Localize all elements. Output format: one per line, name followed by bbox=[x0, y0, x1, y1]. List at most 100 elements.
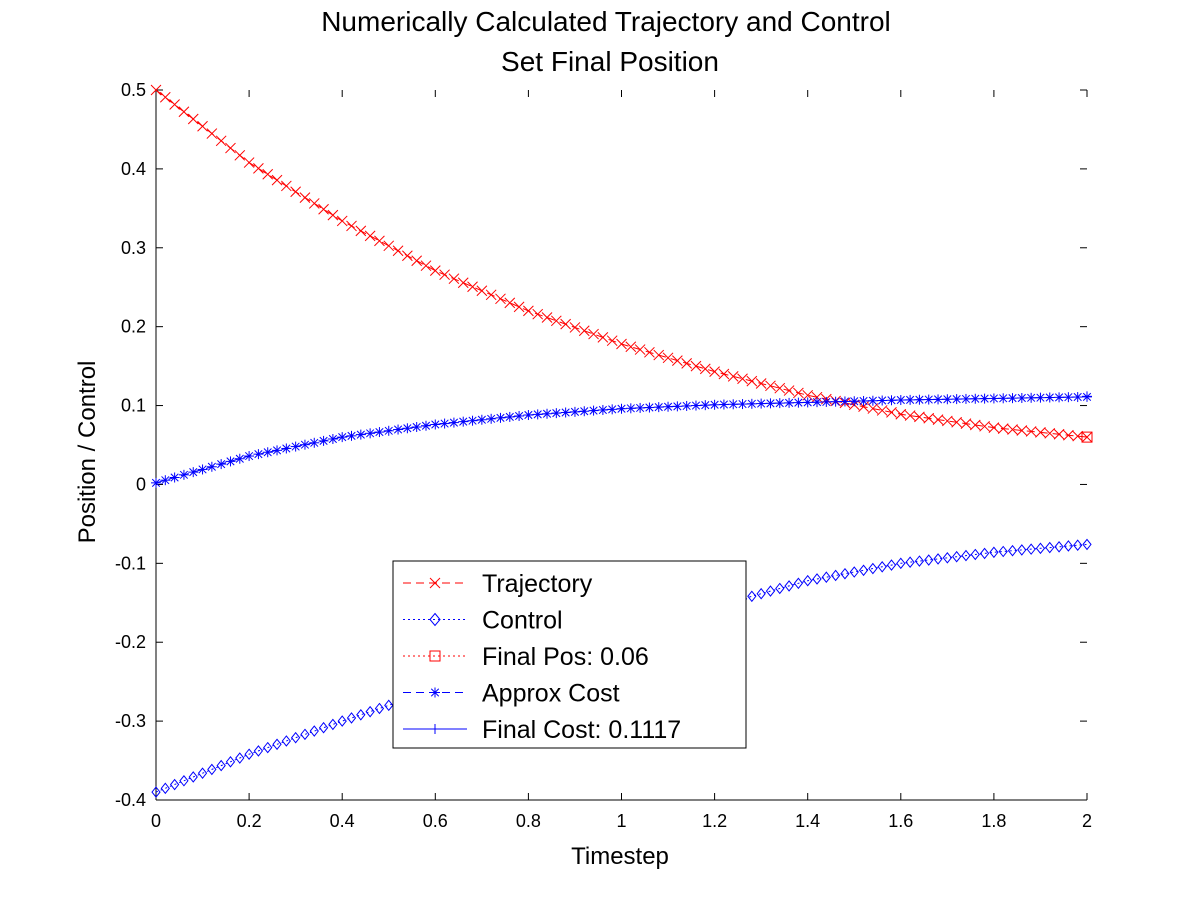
data-point bbox=[932, 414, 944, 425]
marker-stroke bbox=[924, 554, 934, 566]
data-point bbox=[867, 395, 878, 406]
marker-stroke bbox=[617, 404, 626, 413]
data-point bbox=[457, 277, 469, 289]
marker-stroke bbox=[812, 398, 822, 407]
marker-stroke bbox=[504, 297, 516, 309]
y-tick-label: 0.3 bbox=[121, 238, 146, 258]
marker-stroke bbox=[429, 650, 441, 662]
data-point bbox=[290, 186, 302, 198]
data-point bbox=[216, 459, 227, 470]
data-point bbox=[550, 315, 562, 327]
data-point bbox=[933, 394, 944, 405]
data-point bbox=[579, 406, 590, 417]
marker-stroke bbox=[727, 371, 739, 382]
marker-stroke bbox=[523, 305, 534, 317]
marker-stroke bbox=[979, 547, 990, 560]
data-point bbox=[392, 245, 404, 257]
data-point bbox=[448, 417, 459, 428]
marker-stroke bbox=[793, 387, 804, 399]
marker-stroke bbox=[206, 128, 218, 139]
legend-label: Final Cost: 0.1117 bbox=[482, 716, 681, 744]
marker-stroke bbox=[1017, 393, 1026, 403]
data-point bbox=[877, 395, 888, 406]
data-point bbox=[513, 301, 525, 313]
data-point bbox=[876, 405, 888, 416]
marker-stroke bbox=[952, 394, 961, 404]
marker-stroke bbox=[598, 405, 607, 415]
marker-stroke bbox=[859, 396, 868, 406]
marker-stroke bbox=[308, 198, 320, 209]
marker-stroke bbox=[691, 401, 701, 410]
marker-stroke bbox=[933, 395, 943, 404]
legend-marker bbox=[430, 724, 440, 734]
data-point bbox=[197, 464, 208, 475]
data-point bbox=[365, 705, 375, 718]
data-point bbox=[588, 328, 599, 340]
x-tick-label: 0 bbox=[151, 811, 161, 831]
marker-stroke bbox=[560, 318, 571, 330]
data-point bbox=[429, 265, 441, 277]
marker-stroke bbox=[346, 712, 357, 724]
marker-stroke bbox=[933, 553, 943, 565]
legend-entry: Final Pos: 0.06 bbox=[403, 643, 649, 671]
marker-stroke bbox=[541, 312, 553, 323]
data-point bbox=[886, 559, 897, 571]
marker-stroke bbox=[589, 406, 598, 415]
data-point bbox=[569, 406, 580, 417]
marker-stroke bbox=[169, 778, 180, 791]
marker-stroke bbox=[662, 352, 674, 364]
data-point bbox=[597, 332, 609, 343]
marker-stroke bbox=[300, 728, 310, 741]
marker-stroke bbox=[663, 402, 673, 411]
marker-stroke bbox=[878, 396, 887, 405]
data-point bbox=[1072, 430, 1084, 442]
marker-stroke bbox=[775, 582, 785, 595]
marker-stroke bbox=[524, 410, 533, 420]
data-point bbox=[877, 561, 887, 573]
marker-stroke bbox=[969, 419, 981, 431]
marker-stroke bbox=[1035, 542, 1046, 555]
data-point bbox=[1035, 427, 1046, 438]
data-point bbox=[951, 394, 962, 405]
data-point bbox=[672, 401, 683, 412]
marker-stroke bbox=[290, 186, 302, 198]
data-point bbox=[1007, 393, 1018, 404]
data-point bbox=[979, 393, 990, 404]
data-point bbox=[718, 368, 730, 380]
marker-stroke bbox=[757, 399, 766, 408]
marker-stroke bbox=[803, 398, 812, 407]
data-point bbox=[783, 385, 795, 396]
marker-stroke bbox=[179, 470, 189, 479]
legend-marker bbox=[429, 612, 441, 627]
data-point bbox=[476, 285, 488, 297]
data-point bbox=[1025, 426, 1037, 437]
data-point bbox=[970, 393, 981, 404]
data-point bbox=[942, 552, 952, 564]
marker-stroke bbox=[626, 404, 635, 413]
marker-stroke bbox=[997, 423, 1009, 434]
marker-stroke bbox=[459, 417, 468, 426]
data-point bbox=[569, 322, 581, 333]
data-point bbox=[914, 555, 925, 567]
marker-stroke bbox=[346, 220, 357, 232]
data-point bbox=[430, 419, 441, 430]
data-point bbox=[178, 469, 189, 480]
marker-stroke bbox=[570, 407, 580, 416]
data-point bbox=[727, 371, 739, 382]
data-point bbox=[374, 427, 385, 438]
marker-stroke bbox=[989, 394, 999, 403]
marker-stroke bbox=[803, 574, 813, 587]
data-point bbox=[393, 424, 404, 435]
marker-stroke bbox=[429, 577, 441, 589]
data-point bbox=[728, 399, 739, 410]
data-point bbox=[709, 399, 720, 410]
marker-stroke bbox=[533, 410, 542, 419]
data-point bbox=[448, 273, 460, 285]
marker-stroke bbox=[552, 409, 561, 418]
marker-stroke bbox=[420, 260, 432, 272]
marker-stroke bbox=[291, 731, 301, 744]
data-point bbox=[793, 387, 804, 399]
marker-stroke bbox=[431, 420, 440, 429]
marker-stroke bbox=[877, 561, 887, 573]
